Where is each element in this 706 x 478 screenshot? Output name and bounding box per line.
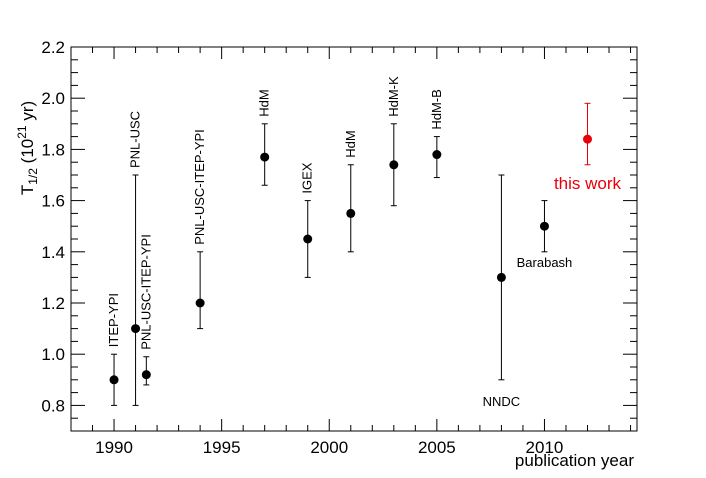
marker — [389, 160, 399, 170]
x-tick-label: 2010 — [526, 438, 564, 457]
data-point: NNDC — [483, 174, 521, 409]
data-point: PNL-USC-ITEP-YPI — [138, 234, 153, 386]
data-points: ITEP-YPI PNL-USC PNL-USC-ITEP-YPI PNL-USC-I… — [106, 76, 621, 409]
y-tick-label: 2.0 — [41, 89, 65, 108]
axis-tick-labels: 1990 1995 2000 2005 2010 0.8 1.0 1.2 1.4 1.6 1.8 2.… — [41, 38, 563, 457]
marker — [583, 134, 593, 144]
marker — [260, 152, 270, 162]
marker — [195, 298, 205, 308]
data-point: ITEP-YPI — [106, 293, 121, 406]
point-label: HdM-K — [386, 76, 401, 117]
marker — [432, 150, 442, 160]
y-tick-label: 1.0 — [41, 345, 65, 364]
plot-frame — [70, 46, 638, 432]
data-point: HdM — [257, 89, 272, 186]
point-label: ITEP-YPI — [106, 293, 121, 347]
marker — [303, 234, 313, 244]
y-tick-label: 0.8 — [41, 396, 65, 415]
y-tick-label: 1.8 — [41, 140, 65, 159]
point-label: HdM-B — [429, 89, 444, 129]
data-point: IGEX — [300, 162, 315, 278]
point-label: HdM — [257, 89, 272, 116]
point-label: IGEX — [300, 162, 315, 193]
point-label: this work — [554, 174, 622, 193]
data-point: PNL-USC-ITEP-YPI — [192, 129, 207, 330]
y-axis-title: T1/2 (1021 yr) — [15, 101, 40, 195]
x-tick-label: 1990 — [95, 438, 133, 457]
marker — [141, 370, 151, 380]
point-label: PNL-USC-ITEP-YPI — [192, 129, 207, 245]
marker — [109, 375, 119, 385]
point-label: PNL-USC — [128, 111, 143, 168]
point-label: PNL-USC-ITEP-YPI — [138, 234, 153, 350]
x-tick-label: 1995 — [203, 438, 241, 457]
point-label: HdM — [343, 130, 358, 157]
marker — [346, 208, 356, 218]
point-label: Barabash — [517, 255, 573, 270]
marker — [131, 324, 141, 334]
data-point: PNL-USC — [128, 111, 143, 406]
data-point: HdM-K — [386, 76, 401, 207]
x-tick-label: 2000 — [310, 438, 348, 457]
y-tick-label: 2.2 — [41, 38, 65, 57]
y-tick-label: 1.2 — [41, 294, 65, 313]
y-tick-label: 1.4 — [41, 243, 65, 262]
point-label: NNDC — [483, 394, 521, 409]
data-point: HdM — [343, 130, 358, 253]
x-tick-label: 2005 — [418, 438, 456, 457]
marker — [539, 221, 549, 231]
axis-ticks — [70, 46, 637, 432]
data-point: HdM-B — [429, 89, 444, 179]
marker — [496, 272, 506, 282]
data-point: this work — [554, 102, 622, 193]
data-point: Barabash — [517, 200, 573, 270]
y-tick-label: 1.6 — [41, 192, 65, 211]
x-axis-title: publication year — [515, 451, 634, 470]
